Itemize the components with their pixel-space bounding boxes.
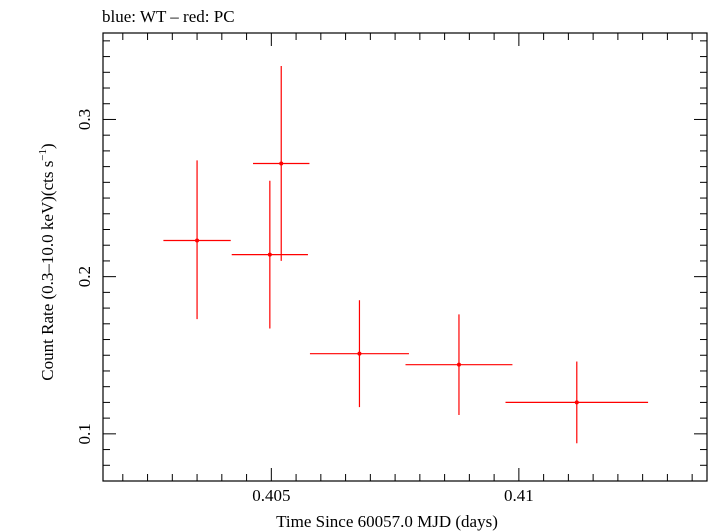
y-axis-label: Count Rate (0.3–10.0 keV)(cts s−1) [37,143,57,380]
y-tick-label: 0.2 [75,266,94,287]
point-marker [574,400,579,405]
point-marker [456,362,461,367]
data-point [309,300,409,408]
data-point [163,160,231,320]
axis-tick-labels: 0.405 0.41 0.1 0.2 0.3 [75,109,534,505]
axis-ticks [103,33,707,482]
point-marker [267,252,272,257]
point-marker [357,351,362,356]
y-axis-label-exponent: −1 [37,149,49,161]
y-axis-label-close: ) [38,143,57,149]
y-tick-label: 0.3 [75,109,94,130]
x-tick-label: 0.405 [252,486,290,505]
chart-title: blue: WT – red: PC [102,7,235,26]
x-axis-label: Time Since 60057.0 MJD (days) [276,512,498,531]
data-point [405,314,513,415]
plot-frame [102,32,708,482]
y-axis-label-main: Count Rate (0.3–10.0 keV)(cts s [38,161,57,381]
x-tick-label: 0.41 [504,486,534,505]
point-marker [279,161,284,166]
point-marker [195,238,200,243]
y-tick-label: 0.1 [75,423,94,444]
data-point [505,361,649,444]
data-points [163,66,649,444]
data-point [231,180,308,329]
data-point [253,66,310,261]
